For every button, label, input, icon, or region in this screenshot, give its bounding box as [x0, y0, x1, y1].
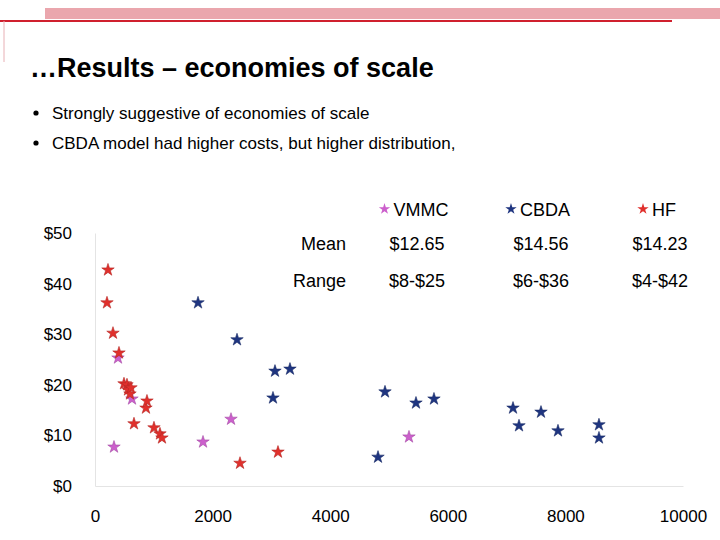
point: [125, 381, 137, 393]
y-tick-label: $10: [44, 426, 72, 445]
legend-marker: [637, 203, 648, 214]
y-axis: $0 $10 $20 $30 $40 $50: [44, 224, 96, 496]
legend-label: VMMC: [394, 200, 449, 220]
point: [513, 419, 525, 431]
x-axis: 0 2000 4000 6000 8000 10000: [91, 486, 707, 526]
x-tick-label: 10000: [660, 507, 707, 526]
y-tick: $20: [44, 376, 95, 395]
legend-marker: [505, 203, 516, 214]
point: [267, 391, 279, 403]
legend-marker: [379, 203, 390, 214]
point: [535, 406, 547, 418]
y-tick: $0: [53, 477, 95, 496]
x-tick-label: 8000: [547, 507, 585, 526]
y-tick-label: $20: [44, 376, 72, 395]
y-tick: $30: [44, 325, 95, 344]
point: [372, 451, 384, 463]
bullet: [33, 110, 38, 115]
x-tick-label: 6000: [429, 507, 467, 526]
point: [225, 413, 237, 425]
point: [128, 417, 140, 429]
x-tick-label: 4000: [312, 507, 350, 526]
x-tick: 0: [91, 486, 100, 526]
stats-value: $14.23: [632, 234, 687, 254]
title: …Results – economies of scale: [30, 53, 434, 83]
point: [507, 402, 519, 414]
point: [156, 431, 168, 443]
point: [141, 394, 153, 406]
points: [101, 263, 605, 468]
point: [269, 365, 281, 377]
point: [593, 431, 605, 443]
point: [107, 327, 119, 339]
x-axis-line: [96, 486, 684, 487]
x-tick-label: 0: [91, 507, 100, 526]
stats-value: $8-$25: [389, 271, 445, 291]
y-tick-label: $30: [44, 325, 72, 344]
point: [403, 430, 415, 442]
x-tick: 4000: [312, 486, 350, 526]
point: [197, 435, 209, 447]
y-tick: $50: [44, 224, 95, 243]
x-tick: 8000: [547, 486, 585, 526]
stats-row-label: Mean: [301, 234, 346, 254]
point: [101, 296, 113, 308]
stats-value: $12.65: [389, 234, 444, 254]
legend-label: HF: [652, 200, 676, 220]
point: [428, 392, 440, 404]
x-tick: 6000: [429, 486, 467, 526]
point: [108, 440, 120, 452]
y-tick-label: $50: [44, 224, 72, 243]
stats-row-label: Range: [293, 271, 346, 291]
annotation: CBDA model had higher costs, but higher …: [52, 134, 456, 153]
point: [113, 346, 125, 358]
legend: Mean Range VMMC $12.65 $8-$25 CBDA $14.56 $6-$3…: [293, 200, 688, 291]
stats-value: $6-$36: [513, 271, 569, 291]
stats-value: $14.56: [513, 234, 568, 254]
chart: …Results – economies of scale Strongly su…: [0, 0, 720, 540]
bullet: [33, 140, 38, 145]
y-tick-label: $0: [53, 477, 72, 496]
y-axis-line: [95, 234, 96, 487]
x-tick-label: 2000: [194, 507, 232, 526]
point: [593, 418, 605, 430]
point: [234, 457, 246, 469]
y-tick: $40: [44, 275, 95, 294]
point: [102, 263, 114, 275]
legend-label: CBDA: [520, 200, 570, 220]
point: [231, 333, 243, 345]
x-tick: 10000: [660, 486, 707, 526]
y-tick-label: $40: [44, 275, 72, 294]
point: [552, 424, 564, 436]
point: [410, 396, 422, 408]
header-line: [4, 21, 5, 62]
header-line: [0, 20, 672, 22]
x-tick: 2000: [194, 486, 232, 526]
point: [284, 363, 296, 375]
header-bar: [45, 8, 720, 19]
point: [272, 446, 284, 458]
point: [192, 296, 204, 308]
annotation: Strongly suggestive of economies of scal…: [52, 104, 370, 123]
point: [148, 421, 160, 433]
point: [379, 385, 391, 397]
stats-value: $4-$42: [632, 271, 688, 291]
y-tick: $10: [44, 426, 95, 445]
